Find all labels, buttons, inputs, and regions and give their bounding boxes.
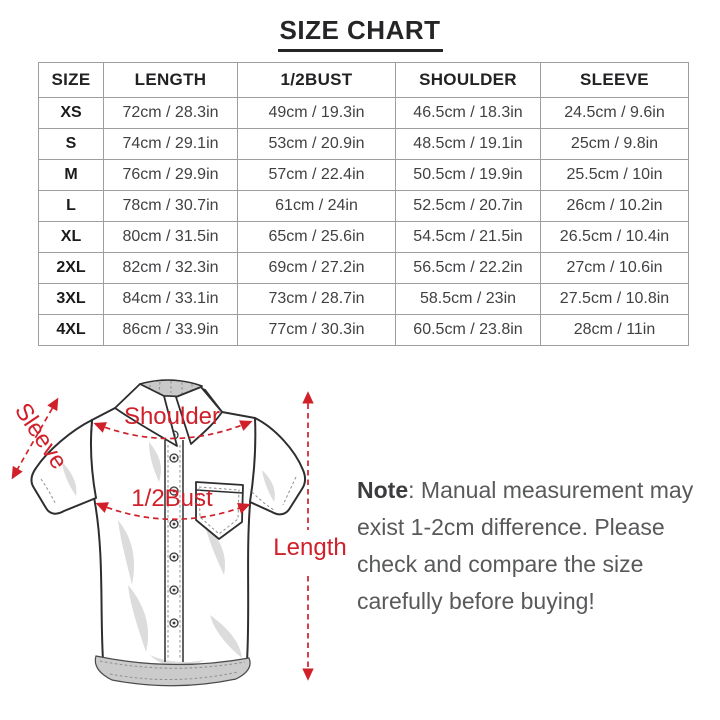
measurement-cell: 52.5cm / 20.7in — [395, 190, 541, 222]
measurement-cell: 86cm / 33.9in — [103, 314, 238, 346]
size-cell: M — [38, 159, 104, 191]
measurement-cell: 65cm / 25.6in — [237, 221, 396, 253]
page-title: SIZE CHART — [0, 15, 720, 52]
measurement-cell: 49cm / 19.3in — [237, 97, 396, 129]
measurement-cell: 28cm / 11in — [540, 314, 689, 346]
measurement-cell: 82cm / 32.3in — [103, 252, 238, 284]
shirt-right-sleeve — [249, 417, 307, 516]
table-row: L 78cm / 30.7in 61cm / 24in 52.5cm / 20.… — [38, 190, 689, 222]
table-row: 4XL 86cm / 33.9in 77cm / 30.3in 60.5cm /… — [38, 314, 689, 346]
size-table-grid: SIZE LENGTH 1/2BUST SHOULDER SLEEVE XS 7… — [38, 62, 689, 346]
measurement-cell: 60.5cm / 23.8in — [395, 314, 541, 346]
measurement-cell: 77cm / 30.3in — [237, 314, 396, 346]
note-label: Note — [357, 477, 409, 503]
shoulder-label: Shoulder — [124, 403, 220, 430]
note-line: exist 1-2cm difference. Please — [357, 514, 665, 540]
measurement-cell: 84cm / 33.1in — [103, 283, 238, 315]
shirt-illustration — [30, 379, 307, 687]
measurement-cell: 74cm / 29.1in — [103, 128, 238, 160]
measurement-cell: 25.5cm / 10in — [540, 159, 689, 191]
measurement-cell: 53cm / 20.9in — [237, 128, 396, 160]
column-header-size: SIZE — [38, 62, 104, 98]
shirt-measurement-diagram: Shoulder 1/2Bust Length Sleeve — [9, 379, 347, 687]
measurement-cell: 78cm / 30.7in — [103, 190, 238, 222]
bust-label: 1/2Bust — [131, 485, 213, 512]
measurement-cell: 80cm / 31.5in — [103, 221, 238, 253]
table-row: XL 80cm / 31.5in 65cm / 25.6in 54.5cm / … — [38, 221, 689, 253]
size-cell: L — [38, 190, 104, 222]
size-cell: XS — [38, 97, 104, 129]
measurement-cell: 56.5cm / 22.2in — [395, 252, 541, 284]
measurement-cell: 27cm / 10.6in — [540, 252, 689, 284]
size-cell: 2XL — [38, 252, 104, 284]
measurement-cell: 76cm / 29.9in — [103, 159, 238, 191]
measurement-cell: 26cm / 10.2in — [540, 190, 689, 222]
shoulder-arrow — [93, 420, 253, 440]
table-row: M 76cm / 29.9in 57cm / 22.4in 50.5cm / 1… — [38, 159, 689, 191]
measurement-cell: 48.5cm / 19.1in — [395, 128, 541, 160]
measurement-cell: 25cm / 9.8in — [540, 128, 689, 160]
measurement-cell: 73cm / 28.7in — [237, 283, 396, 315]
measurement-cell: 72cm / 28.3in — [103, 97, 238, 129]
sleeve-arrow — [11, 397, 59, 480]
size-cell: 3XL — [38, 283, 104, 315]
table-row: S 74cm / 29.1in 53cm / 20.9in 48.5cm / 1… — [38, 128, 689, 160]
size-table: SIZE LENGTH 1/2BUST SHOULDER SLEEVE XS 7… — [38, 62, 689, 346]
note-line: carefully before buying! — [357, 588, 595, 614]
column-header-sleeve: SLEEVE — [540, 62, 689, 98]
measurement-cell: 69cm / 27.2in — [237, 252, 396, 284]
measurement-note: Note: Manual measurement may exist 1-2cm… — [357, 472, 697, 620]
table-header-row: SIZE LENGTH 1/2BUST SHOULDER SLEEVE — [38, 62, 689, 98]
page-title-text: SIZE CHART — [277, 15, 443, 52]
column-header-bust: 1/2BUST — [237, 62, 396, 98]
measurement-cell: 57cm / 22.4in — [237, 159, 396, 191]
shirt-placket — [164, 440, 184, 662]
size-cell: S — [38, 128, 104, 160]
table-row: 3XL 84cm / 33.1in 73cm / 28.7in 58.5cm /… — [38, 283, 689, 315]
size-cell: XL — [38, 221, 104, 253]
measurement-cell: 61cm / 24in — [237, 190, 396, 222]
column-header-shoulder: SHOULDER — [395, 62, 541, 98]
bust-arrow — [95, 502, 251, 521]
table-row: XS 72cm / 28.3in 49cm / 19.3in 46.5cm / … — [38, 97, 689, 129]
note-line: : Manual measurement may — [408, 477, 694, 503]
measurement-cell: 58.5cm / 23in — [395, 283, 541, 315]
measurement-cell: 54.5cm / 21.5in — [395, 221, 541, 253]
measurement-cell: 27.5cm / 10.8in — [540, 283, 689, 315]
length-label: Length — [273, 534, 346, 561]
column-header-length: LENGTH — [103, 62, 238, 98]
note-line: check and compare the size — [357, 551, 644, 577]
shirt-hem — [94, 655, 251, 687]
table-row: 2XL 82cm / 32.3in 69cm / 27.2in 56.5cm /… — [38, 252, 689, 284]
size-cell: 4XL — [38, 314, 104, 346]
measurement-cell: 26.5cm / 10.4in — [540, 221, 689, 253]
measurement-cell: 24.5cm / 9.6in — [540, 97, 689, 129]
measurement-cell: 50.5cm / 19.9in — [395, 159, 541, 191]
measurement-cell: 46.5cm / 18.3in — [395, 97, 541, 129]
